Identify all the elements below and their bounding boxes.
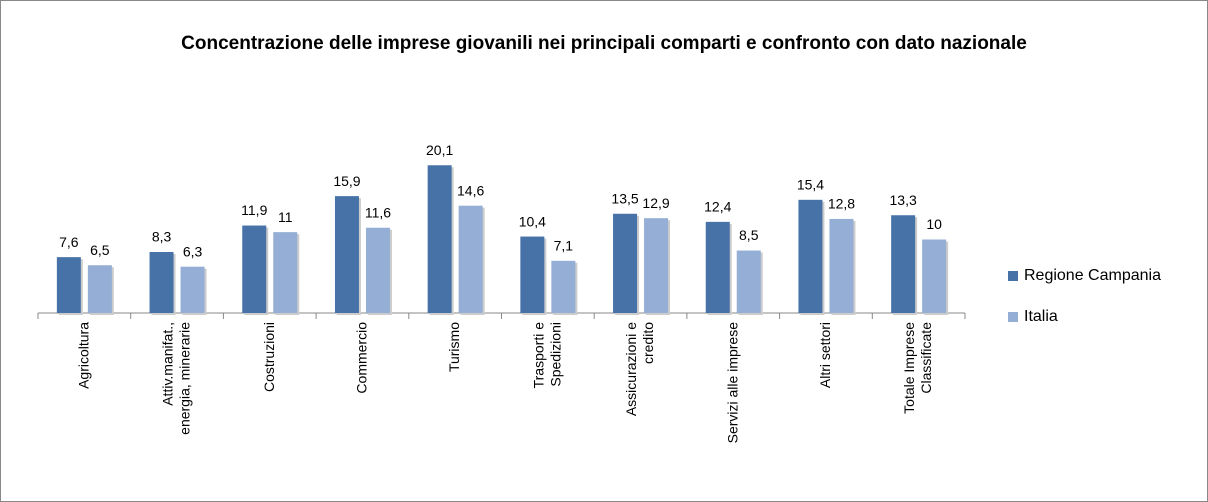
x-tick-label: Turismo bbox=[446, 322, 462, 372]
bar bbox=[427, 165, 452, 313]
data-label: 8,5 bbox=[739, 227, 759, 243]
bar bbox=[365, 227, 390, 313]
legend-label: Regione Campania bbox=[1024, 267, 1161, 284]
x-tick-label-line: energia, minerarie bbox=[176, 322, 192, 435]
bar bbox=[273, 232, 298, 313]
bar bbox=[705, 221, 730, 313]
x-tick-label-line: Turismo bbox=[446, 322, 462, 372]
bar bbox=[56, 257, 81, 313]
bar bbox=[829, 218, 854, 313]
bar bbox=[520, 236, 545, 313]
data-label: 20,1 bbox=[426, 142, 453, 158]
bar bbox=[922, 239, 947, 313]
x-tick-label: Servizi alle imprese bbox=[724, 322, 740, 444]
data-label: 12,8 bbox=[828, 196, 855, 212]
data-label: 8,3 bbox=[152, 229, 172, 245]
x-tick-label: Agricoltura bbox=[75, 322, 91, 389]
x-tick-label-line: Costruzioni bbox=[260, 322, 276, 392]
data-label: 15,4 bbox=[797, 177, 824, 193]
x-tick-label: Costruzioni bbox=[260, 322, 276, 392]
data-label: 6,5 bbox=[90, 242, 110, 258]
x-tick-label-line: Altri settori bbox=[817, 322, 833, 388]
x-tick-label-line: Commercio bbox=[353, 322, 369, 394]
bar bbox=[644, 218, 669, 313]
data-label: 11,9 bbox=[241, 202, 267, 218]
x-tick-label-line: credito bbox=[640, 322, 656, 364]
x-tick-label: Attiv.manifat.,energia, minerarie bbox=[159, 322, 192, 435]
legend-swatch bbox=[1008, 312, 1018, 322]
legend-label: Italia bbox=[1024, 308, 1058, 325]
data-label: 13,3 bbox=[890, 192, 917, 208]
bar bbox=[149, 251, 174, 313]
x-tick-label-line: Classificate bbox=[918, 322, 934, 394]
x-tick-label: Assicurazioni ecredito bbox=[623, 322, 656, 416]
x-tick-label-line: Totale Imprese bbox=[901, 322, 917, 414]
x-tick-label-line: Assicurazioni e bbox=[623, 322, 639, 416]
data-label: 15,9 bbox=[333, 173, 360, 189]
x-tick-label-line: Trasporti e bbox=[530, 322, 546, 389]
data-label: 10 bbox=[926, 216, 942, 232]
bar bbox=[891, 215, 916, 313]
x-tick-label-line: Spedizioni bbox=[547, 322, 563, 387]
bar bbox=[242, 225, 267, 313]
data-label: 7,6 bbox=[59, 234, 79, 250]
x-tick-label: Trasporti eSpedizioni bbox=[530, 322, 563, 389]
x-tick-label-line: Attiv.manifat., bbox=[159, 322, 175, 406]
x-tick-label-line: Agricoltura bbox=[75, 322, 91, 389]
x-tick-label-line: Servizi alle imprese bbox=[724, 322, 740, 444]
bar bbox=[736, 250, 761, 313]
chart-title: Concentrazione delle imprese giovanili n… bbox=[181, 33, 1027, 54]
data-label: 11 bbox=[278, 209, 293, 225]
data-label: 6,3 bbox=[183, 243, 203, 259]
data-label: 12,4 bbox=[704, 199, 731, 215]
data-label: 7,1 bbox=[554, 238, 574, 254]
data-label: 14,6 bbox=[457, 182, 484, 198]
bar bbox=[334, 196, 359, 313]
title-box: Concentrazione delle imprese giovanili n… bbox=[0, 30, 1208, 58]
x-tick-label: Commercio bbox=[353, 322, 369, 394]
bar bbox=[458, 205, 483, 313]
bar bbox=[798, 199, 823, 313]
x-tick-label: Altri settori bbox=[817, 322, 833, 388]
data-label: 11,6 bbox=[365, 204, 391, 220]
data-label: 13,5 bbox=[611, 190, 638, 206]
bar bbox=[87, 265, 112, 313]
bar bbox=[613, 213, 638, 313]
bar bbox=[180, 266, 205, 313]
x-tick-label: Totale ImpreseClassificate bbox=[901, 322, 934, 414]
data-label: 10,4 bbox=[519, 213, 546, 229]
bar bbox=[551, 260, 576, 313]
data-label: 12,9 bbox=[642, 195, 669, 211]
legend-swatch bbox=[1008, 271, 1018, 281]
